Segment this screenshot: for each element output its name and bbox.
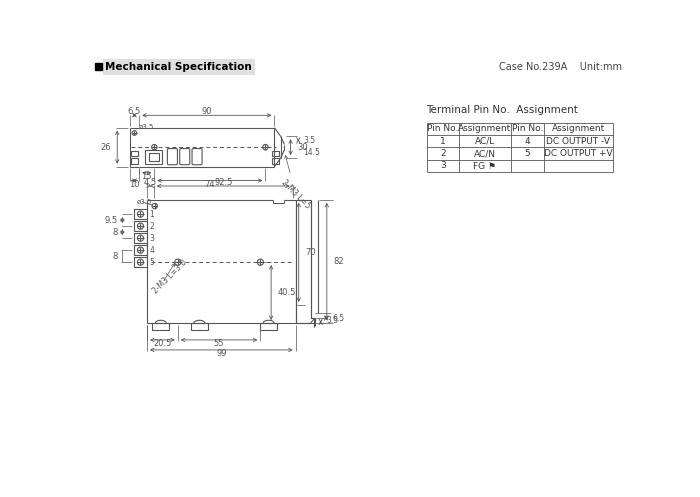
Text: 3: 3: [440, 162, 446, 170]
Text: 6.5: 6.5: [332, 314, 344, 323]
Text: 3: 3: [149, 234, 154, 243]
Text: 2-M3 L=3.0: 2-M3 L=3.0: [151, 258, 189, 296]
Text: 26: 26: [100, 143, 111, 152]
Bar: [95, 64, 102, 71]
Text: Pin No.: Pin No.: [427, 124, 458, 133]
Bar: [134, 221, 147, 231]
Bar: [146, 150, 162, 164]
Text: 4.5: 4.5: [144, 177, 157, 187]
Bar: [148, 153, 160, 161]
Text: 5: 5: [524, 149, 531, 158]
Text: AC/L: AC/L: [475, 137, 495, 146]
Text: Terminal Pin No.  Assignment: Terminal Pin No. Assignment: [426, 105, 578, 115]
Text: 55: 55: [214, 339, 224, 348]
Text: 8: 8: [113, 228, 118, 237]
Text: 30: 30: [298, 143, 308, 152]
Text: Pin No.: Pin No.: [512, 124, 543, 133]
Text: 14.5: 14.5: [304, 148, 321, 157]
Text: 9.5: 9.5: [104, 216, 118, 225]
Bar: [134, 233, 147, 243]
Bar: [272, 151, 279, 156]
Text: 90: 90: [202, 107, 212, 116]
Bar: [131, 158, 138, 164]
Text: DC OUTPUT +V: DC OUTPUT +V: [544, 149, 612, 158]
Bar: [131, 151, 138, 156]
Text: 1: 1: [149, 210, 154, 219]
Text: ø3.5: ø3.5: [139, 124, 153, 130]
Text: 10: 10: [130, 180, 140, 189]
Text: 70: 70: [305, 248, 316, 257]
Text: 3.5: 3.5: [304, 136, 316, 146]
Bar: [191, 323, 208, 330]
Text: 20.5: 20.5: [153, 339, 172, 348]
Text: ø3.5: ø3.5: [137, 199, 153, 205]
Text: 2-M3 L=5: 2-M3 L=5: [280, 156, 312, 211]
Text: 5: 5: [149, 257, 154, 267]
Text: Assignment: Assignment: [458, 124, 512, 133]
Text: DC OUTPUT -V: DC OUTPUT -V: [546, 137, 610, 146]
Text: 15: 15: [141, 172, 152, 181]
Text: Mechanical Specification: Mechanical Specification: [106, 62, 252, 72]
Text: 1: 1: [440, 137, 446, 146]
Text: 99: 99: [216, 349, 227, 358]
Text: AC/N: AC/N: [474, 149, 496, 158]
Bar: [272, 158, 279, 164]
Text: 6.5: 6.5: [128, 107, 141, 116]
Text: 2: 2: [440, 149, 445, 158]
Bar: [260, 323, 277, 330]
Bar: [134, 245, 147, 255]
Text: 3.5: 3.5: [326, 316, 338, 325]
Text: Assignment: Assignment: [552, 124, 605, 133]
Text: 92.5: 92.5: [214, 177, 232, 187]
Text: Case No.239A    Unit:mm: Case No.239A Unit:mm: [499, 62, 622, 72]
Text: 82: 82: [333, 257, 344, 266]
Text: 8: 8: [113, 251, 118, 260]
Bar: [134, 257, 147, 267]
Text: 2: 2: [149, 222, 154, 231]
Text: FG ⚑: FG ⚑: [473, 162, 496, 170]
Bar: [134, 209, 147, 219]
Bar: [153, 323, 169, 330]
Text: 74: 74: [204, 180, 215, 189]
Text: 40.5: 40.5: [277, 288, 295, 297]
Text: 4: 4: [149, 246, 154, 254]
Text: 4: 4: [524, 137, 530, 146]
